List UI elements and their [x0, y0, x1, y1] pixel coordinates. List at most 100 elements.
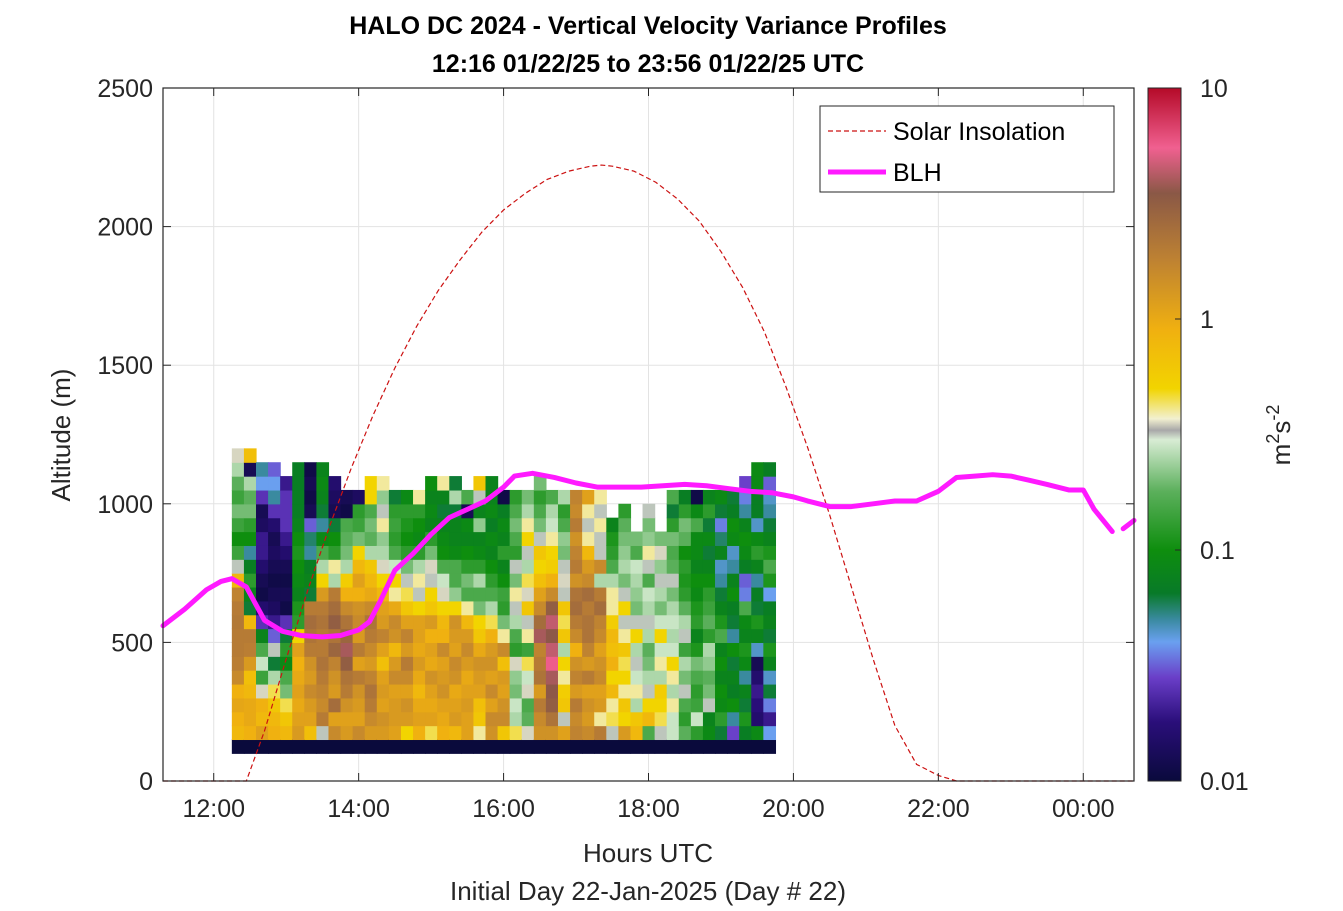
heatmap-cell — [727, 489, 740, 505]
heatmap-cell — [485, 683, 499, 699]
heatmap-cell — [751, 573, 764, 588]
heatmap-cell — [642, 683, 656, 699]
heatmap-cell — [316, 642, 330, 657]
heatmap-cell — [243, 573, 257, 588]
heatmap-cell — [727, 628, 740, 643]
heatmap-cell — [485, 600, 499, 616]
heatmap-cell — [292, 642, 305, 657]
heatmap-cell — [473, 545, 487, 560]
heatmap-cell — [666, 531, 680, 546]
heatmap-cell — [545, 573, 559, 588]
heatmap-cell — [702, 600, 716, 616]
heatmap-cell — [352, 642, 366, 657]
heatmap-cell — [400, 531, 414, 546]
heatmap-cell — [461, 517, 475, 533]
heatmap-cell — [364, 711, 378, 727]
heatmap-cell — [630, 670, 644, 685]
heatmap-cell — [231, 697, 245, 713]
heatmap-cell — [570, 683, 583, 699]
heatmap-cell — [557, 600, 571, 616]
x-tick-label: 16:00 — [472, 795, 535, 823]
heatmap-cell — [268, 517, 281, 533]
heatmap-cell — [521, 531, 535, 546]
heatmap-cell — [352, 711, 366, 727]
heatmap-cell — [642, 628, 656, 643]
heatmap-cell — [497, 614, 511, 630]
heatmap-cell — [425, 614, 438, 630]
heatmap-cell — [328, 531, 342, 546]
heatmap-cell — [727, 642, 740, 657]
heatmap-cell — [666, 656, 680, 671]
heatmap-cell — [545, 670, 559, 685]
heatmap-cell — [570, 670, 583, 685]
heatmap-cell — [570, 614, 583, 630]
heatmap-cell — [340, 642, 354, 657]
heatmap-cell — [690, 573, 704, 588]
heatmap-cell — [533, 711, 547, 727]
heatmap-cell — [715, 656, 728, 671]
heatmap-cell — [666, 670, 680, 685]
heatmap-cell — [328, 683, 342, 699]
heatmap-cell — [449, 739, 462, 754]
heatmap-cell — [437, 559, 450, 574]
heatmap-cell — [304, 614, 317, 630]
y-tick-label: 2500 — [97, 75, 153, 103]
heatmap-cell — [437, 656, 450, 671]
x-tick-label: 22:00 — [907, 795, 970, 823]
heatmap-cell — [509, 573, 523, 588]
heatmap-cell — [292, 531, 305, 546]
heatmap-cell — [364, 683, 378, 699]
heatmap-cell — [594, 586, 607, 602]
heatmap-cell — [739, 656, 752, 671]
heatmap-cell — [461, 711, 475, 727]
heatmap-cell — [473, 628, 487, 643]
heatmap-cell — [413, 517, 426, 533]
colorbar-tick-label: 1 — [1200, 306, 1214, 334]
heatmap-cell — [316, 531, 330, 546]
heatmap-cell — [449, 670, 462, 685]
heatmap-cell — [425, 739, 438, 754]
heatmap-cell — [618, 711, 632, 727]
heatmap-cell — [570, 489, 583, 505]
heatmap-cell — [243, 656, 257, 671]
heatmap-cell — [268, 697, 281, 713]
heatmap-cell — [243, 697, 257, 713]
heatmap-cell — [702, 628, 716, 643]
heatmap-cell — [485, 656, 499, 671]
heatmap-cell — [437, 573, 450, 588]
heatmap-cell — [243, 725, 257, 741]
heatmap-cell — [739, 517, 752, 533]
heatmap-cell — [545, 559, 559, 574]
heatmap-cell — [400, 600, 414, 616]
heatmap-cell — [400, 573, 414, 588]
heatmap-cell — [364, 642, 378, 657]
heatmap-cell — [292, 573, 305, 588]
heatmap-cell — [727, 725, 740, 741]
y-tick-label: 2000 — [97, 214, 153, 242]
heatmap-cell — [485, 628, 499, 643]
heatmap-cell — [497, 573, 511, 588]
heatmap-cell — [461, 559, 475, 574]
heatmap-cell — [666, 559, 680, 574]
heatmap-cell — [473, 697, 487, 713]
heatmap-cell — [413, 711, 426, 727]
heatmap-cell — [751, 586, 764, 602]
heatmap-cell — [376, 711, 390, 727]
heatmap-cell — [521, 517, 535, 533]
heatmap-cell — [570, 517, 583, 533]
heatmap-cell — [243, 559, 257, 574]
heatmap-cell — [425, 670, 438, 685]
heatmap-cell — [340, 586, 354, 602]
heatmap-cell — [304, 559, 317, 574]
heatmap-cell — [400, 503, 414, 519]
heatmap-cell — [243, 614, 257, 630]
heatmap-cell — [304, 725, 317, 741]
heatmap-cell — [582, 545, 595, 560]
heatmap-cell — [618, 573, 632, 588]
heatmap-cell — [497, 670, 511, 685]
heatmap-cell — [304, 531, 317, 546]
heatmap-cell — [557, 517, 571, 533]
heatmap-cell — [388, 711, 402, 727]
heatmap-cell — [545, 628, 559, 643]
heatmap-cell — [521, 559, 535, 574]
